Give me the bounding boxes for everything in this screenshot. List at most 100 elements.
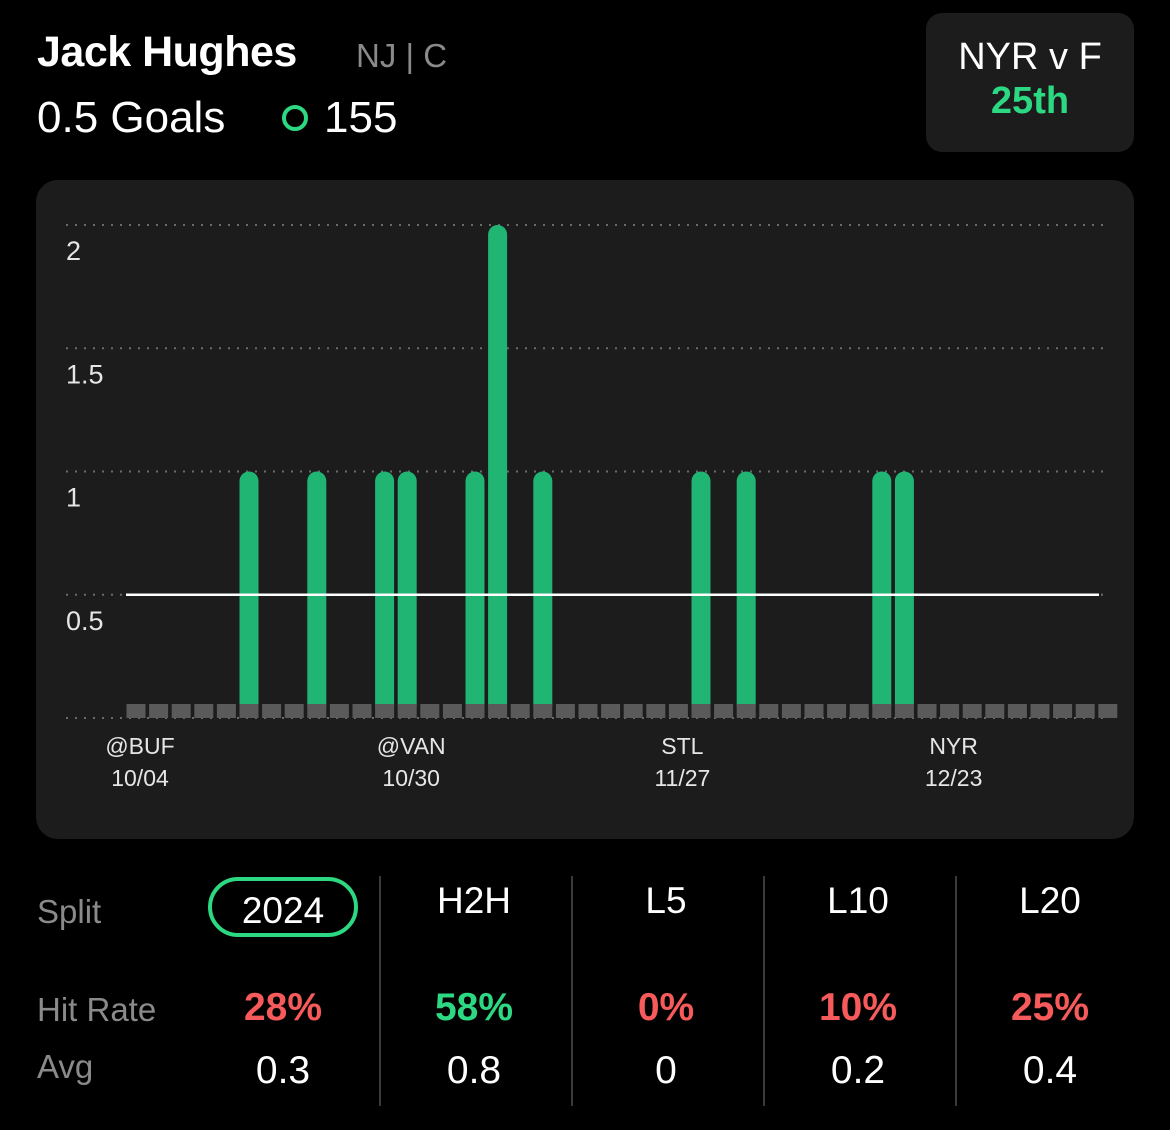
y-tick-label: 1 <box>66 483 81 513</box>
bar-hit <box>872 471 892 714</box>
hit-rate-value: 25% <box>1010 986 1090 1029</box>
bar-base <box>442 704 462 718</box>
bar-hit <box>239 471 259 714</box>
player-team-position: NJ | C <box>356 37 448 74</box>
split-column-l5[interactable]: L5 0% 0 <box>571 860 761 1110</box>
circle-outline-icon <box>282 105 308 131</box>
split-column-l20[interactable]: L20 25% 0.4 <box>955 860 1145 1110</box>
odds: 155 <box>282 92 397 144</box>
bar-base <box>781 704 801 718</box>
hit-rate-label: Hit Rate <box>37 991 157 1028</box>
bar-base <box>510 704 530 718</box>
bar-base <box>216 704 236 718</box>
chart-card: 0.5 1 1.5 2 @BUF 10/04 @VAN 10/30 STL 11/27 NYR 12/… <box>36 180 1134 839</box>
bar-hit <box>465 471 485 714</box>
bar-base <box>917 704 937 718</box>
bar-base <box>171 704 191 718</box>
x-tick-date: 12/23 <box>925 765 983 791</box>
bar-base <box>329 704 349 718</box>
bar-base <box>555 704 575 718</box>
bar-base <box>284 704 304 718</box>
avg-value: 0.2 <box>830 1049 886 1092</box>
column-divider <box>763 876 765 1106</box>
bar-hit <box>736 471 756 714</box>
matchup-rank: 25th <box>990 80 1070 122</box>
bar-base <box>239 704 259 718</box>
split-tab-2024[interactable]: 2024 <box>208 877 358 937</box>
bar-base <box>849 704 869 718</box>
bar-base <box>894 704 914 718</box>
avg-value: 0.3 <box>255 1049 311 1092</box>
x-tick-opponent: @BUF <box>105 733 174 759</box>
split-label: Split <box>37 893 102 930</box>
bar-base <box>804 704 824 718</box>
split-tab-h2h[interactable]: H2H <box>436 880 512 921</box>
bar-hit <box>691 471 711 714</box>
bar-hit <box>375 471 395 714</box>
bar-base <box>691 704 711 718</box>
split-tab-l5[interactable]: L5 <box>645 880 687 921</box>
hit-rate-value: 10% <box>818 986 898 1029</box>
bar-base <box>668 704 688 718</box>
avg-value: 0.4 <box>1022 1049 1078 1092</box>
avg-value: 0 <box>655 1049 677 1092</box>
split-tab-l20[interactable]: L20 <box>1019 880 1081 921</box>
x-tick-opponent: STL <box>661 733 703 759</box>
x-tick-opponent: @VAN <box>377 733 446 759</box>
column-divider <box>379 876 381 1106</box>
odds-value: 155 <box>324 93 398 142</box>
bar-hit <box>894 471 914 714</box>
x-tick-date: 10/30 <box>382 765 440 791</box>
bar-base <box>601 704 621 718</box>
bar-base <box>1053 704 1073 718</box>
split-column-h2h[interactable]: H2H 58% 0.8 <box>379 860 569 1110</box>
y-tick-label: 2 <box>66 236 81 266</box>
bar-base <box>397 704 417 718</box>
bar-base <box>714 704 734 718</box>
bar-base <box>646 704 666 718</box>
bar-base <box>872 704 892 718</box>
bar-base <box>262 704 282 718</box>
bar-base <box>759 704 779 718</box>
matchup-card[interactable]: NYR v F 25th <box>926 13 1134 152</box>
hit-rate-value: 58% <box>434 986 514 1029</box>
split-tab-l10[interactable]: L10 <box>827 880 889 921</box>
x-tick-date: 11/27 <box>654 765 710 791</box>
bar-hit <box>533 471 553 714</box>
bar-base <box>578 704 598 718</box>
split-column-2024[interactable]: 2024 28% 0.3 <box>188 860 378 1110</box>
matchup-label: NYR v F <box>958 36 1102 78</box>
bar-base <box>736 704 756 718</box>
bar-hit <box>307 471 327 714</box>
bar-base <box>962 704 982 718</box>
bar-base <box>827 704 847 718</box>
bar-base <box>420 704 440 718</box>
avg-value: 0.8 <box>446 1049 502 1092</box>
bar-base <box>307 704 327 718</box>
bar-base <box>1007 704 1027 718</box>
bar-base <box>126 704 146 718</box>
bar-hit <box>397 471 417 714</box>
bar-base <box>940 704 960 718</box>
hit-rate-value: 0% <box>637 986 695 1029</box>
stats-table: Split Hit Rate Avg 2024 28% 0.3 H2H 58% … <box>0 860 1170 1130</box>
bar-base <box>985 704 1005 718</box>
prop-line: 0.5 Goals <box>37 93 226 142</box>
bar-base <box>194 704 214 718</box>
player-name: Jack Hughes <box>37 28 297 76</box>
bar-base <box>149 704 169 718</box>
bar-base <box>375 704 395 718</box>
y-tick-label: 0.5 <box>66 606 104 636</box>
bar-base <box>352 704 372 718</box>
y-tick-label: 1.5 <box>66 359 104 389</box>
bar-base <box>1030 704 1050 718</box>
split-column-l10[interactable]: L10 10% 0.2 <box>763 860 953 1110</box>
bar-base <box>465 704 485 718</box>
bar-base <box>533 704 553 718</box>
bar-hit <box>488 225 508 714</box>
bar-base <box>1075 704 1095 718</box>
bar-base <box>623 704 643 718</box>
bar-base <box>488 704 508 718</box>
hit-rate-value: 28% <box>243 986 323 1029</box>
x-tick-opponent: NYR <box>929 733 978 759</box>
